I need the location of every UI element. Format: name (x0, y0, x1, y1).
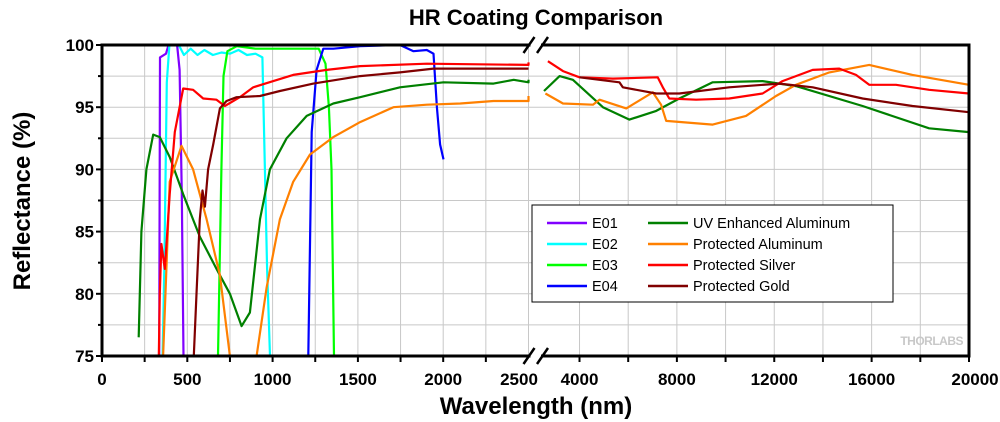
x-tick-label: 2000 (424, 370, 462, 389)
legend-label-e04: E04 (592, 279, 618, 295)
axis-break-mark (522, 347, 536, 365)
series-line-e03 (216, 45, 336, 357)
x-tick-label: 8000 (658, 370, 696, 389)
legend-label-protected-aluminum: Protected Aluminum (693, 237, 823, 253)
thorlabs-logo: THORLABS (900, 334, 963, 348)
legend-label-uv-enhanced-aluminum: UV Enhanced Aluminum (693, 216, 850, 232)
y-tick-label: 95 (75, 98, 94, 117)
y-axis-label: Reflectance (%) (9, 112, 36, 291)
legend: E01 E02 E03 E04 UV Enhanced Aluminum Protecte… (531, 204, 894, 303)
x-tick-label: 1000 (254, 370, 292, 389)
series-line-protected-aluminum (255, 63, 970, 357)
legend-label-e02: E02 (592, 237, 618, 253)
x-tick-label: 20000 (951, 370, 998, 389)
x-axis-label: Wavelength (nm) (440, 393, 632, 420)
y-tick-label: 100 (66, 36, 94, 55)
grid (102, 45, 969, 356)
legend-label-e01: E01 (592, 216, 618, 232)
y-tick-label: 80 (75, 285, 94, 304)
y-tick-label: 85 (75, 223, 94, 242)
y-tick-label: 75 (75, 347, 94, 366)
series-line-protected-gold (192, 67, 970, 357)
x-tick-label: 4000 (561, 370, 599, 389)
legend-label-protected-gold: Protected Gold (693, 279, 790, 295)
x-tick-label: 1500 (339, 370, 377, 389)
legend-box (531, 204, 894, 303)
x-tick-label: 500 (173, 370, 201, 389)
legend-label-e03: E03 (592, 258, 618, 274)
x-tick-label: 16000 (848, 370, 895, 389)
x-tick-label: 0 (97, 370, 106, 389)
axis-break-mark (535, 36, 550, 54)
y-tick-label: 90 (75, 160, 94, 179)
axis-break-mark (522, 36, 536, 54)
chart-title: HR Coating Comparison (409, 5, 663, 30)
series-line-protected-silver (157, 60, 970, 357)
axis-break-mark (535, 347, 550, 365)
legend-label-protected-silver: Protected Silver (693, 258, 796, 274)
x-tick-label: 12000 (751, 370, 798, 389)
x-tick-label: 2500 (500, 370, 538, 389)
